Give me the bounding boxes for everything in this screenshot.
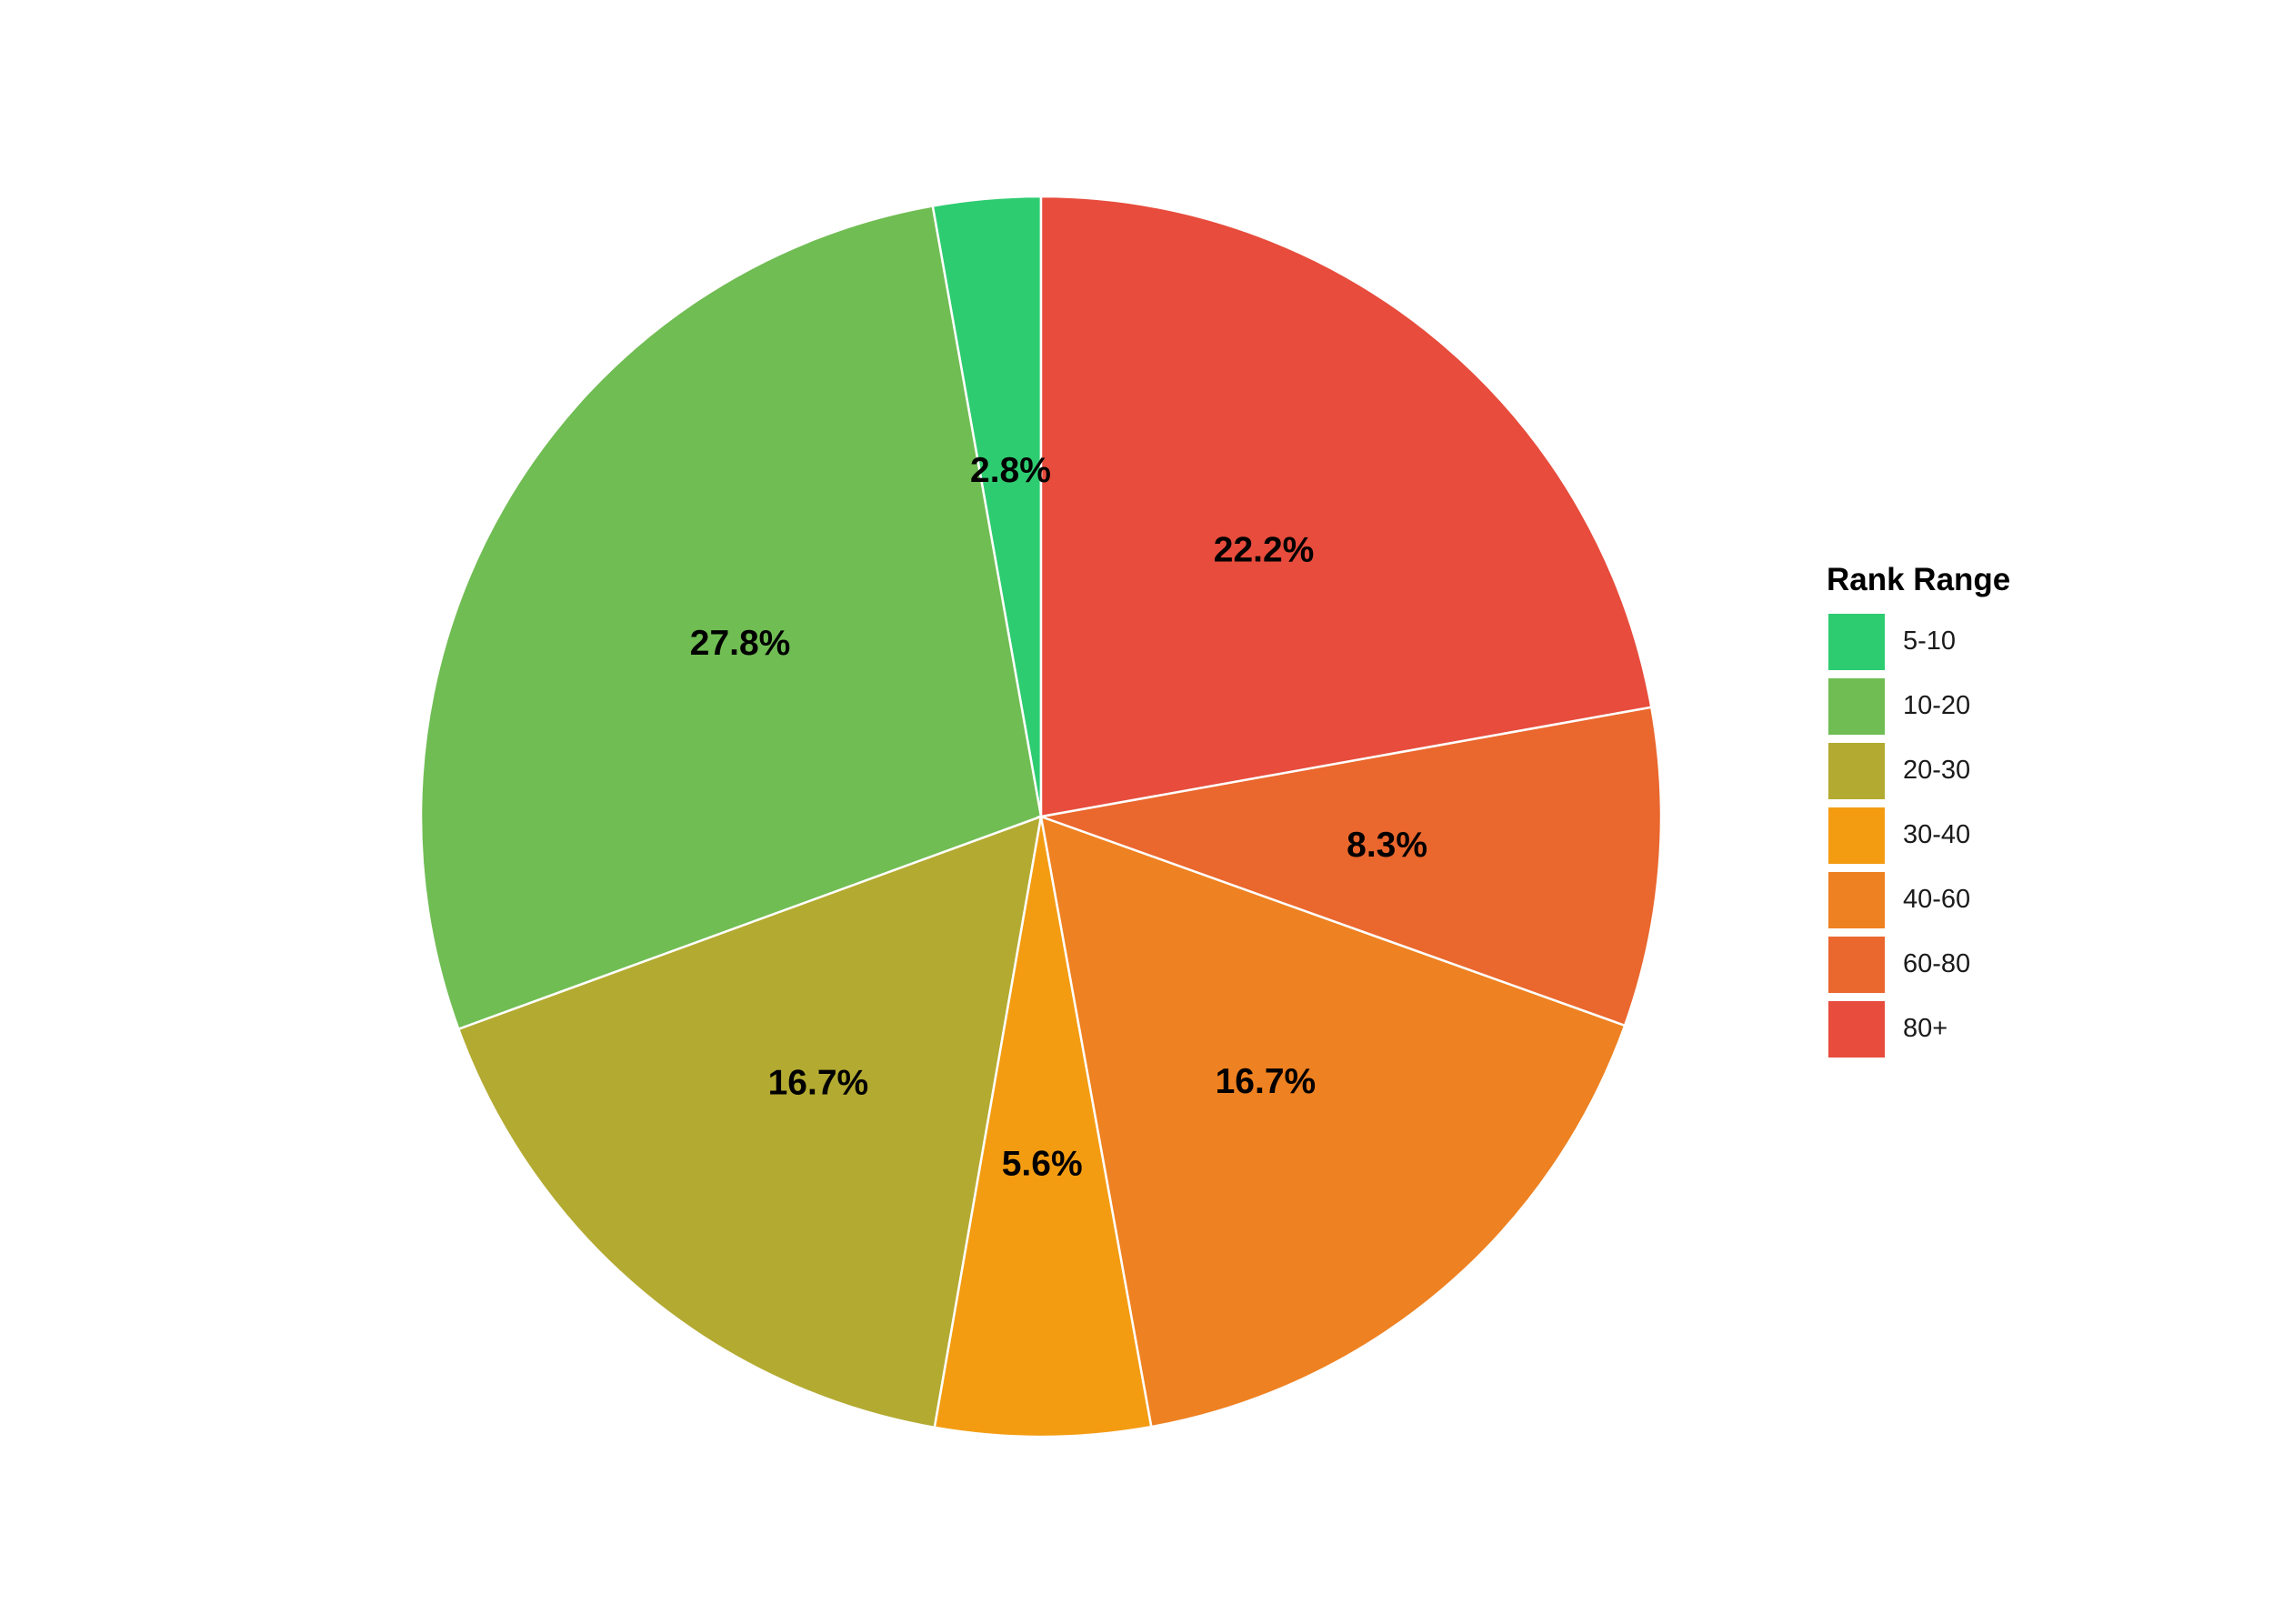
pie-slice-60-80 — [1036, 706, 1663, 1028]
legend-items: 5-10 10-20 20-30 30-40 40-60 60-80 80+ — [1827, 609, 2010, 1061]
pie-slice-10-20 — [419, 205, 1043, 1031]
pie-slice-30-40 — [933, 816, 1153, 1439]
legend-label: 5-10 — [1903, 627, 1957, 656]
slice-label-20-30: 16.7% — [768, 1063, 869, 1102]
legend-swatch — [1827, 869, 1887, 930]
legend-swatch — [1827, 676, 1887, 737]
slice-label-10-20: 27.8% — [690, 624, 791, 663]
legend: Rank Range 5-10 10-20 20-30 30-40 40-60 60-80… — [1827, 562, 2010, 1061]
slice-label-60-80: 8.3% — [1347, 826, 1427, 865]
legend-item-20-30: 20-30 — [1827, 738, 2010, 803]
slice-label-5-10: 2.8% — [970, 451, 1051, 490]
legend-label: 80+ — [1903, 1014, 1948, 1043]
legend-swatch — [1827, 611, 1887, 672]
pie-slice-40-60 — [1039, 815, 1627, 1429]
pie-slices — [419, 195, 1663, 1439]
legend-item-40-60: 40-60 — [1827, 867, 2010, 932]
legend-swatch — [1827, 740, 1887, 801]
legend-label: 40-60 — [1903, 885, 1971, 914]
legend-item-30-40: 30-40 — [1827, 803, 2010, 867]
legend-swatch — [1827, 805, 1887, 866]
legend-swatch — [1827, 998, 1887, 1059]
slice-label-80+: 22.2% — [1214, 531, 1315, 570]
legend-label: 60-80 — [1903, 949, 1971, 978]
pie-slice-20-30 — [456, 815, 1043, 1429]
legend-title: Rank Range — [1827, 562, 2011, 597]
legend-label: 30-40 — [1903, 820, 1971, 849]
legend-item-60-80: 60-80 — [1827, 932, 2010, 997]
pie-slice-80+ — [1039, 195, 1653, 818]
slice-label-30-40: 5.6% — [1002, 1144, 1083, 1183]
legend-item-80+: 80+ — [1827, 997, 2010, 1061]
slice-label-40-60: 16.7% — [1216, 1062, 1317, 1101]
legend-label: 10-20 — [1903, 691, 1971, 720]
legend-item-10-20: 10-20 — [1827, 674, 2010, 738]
legend-label: 20-30 — [1903, 756, 1971, 785]
legend-swatch — [1827, 934, 1887, 995]
legend-item-5-10: 5-10 — [1827, 609, 2010, 674]
pie-labels: 2.8% 27.8% 16.7% 5.6% 16.7% 8.3% 22.2% — [690, 451, 1427, 1183]
